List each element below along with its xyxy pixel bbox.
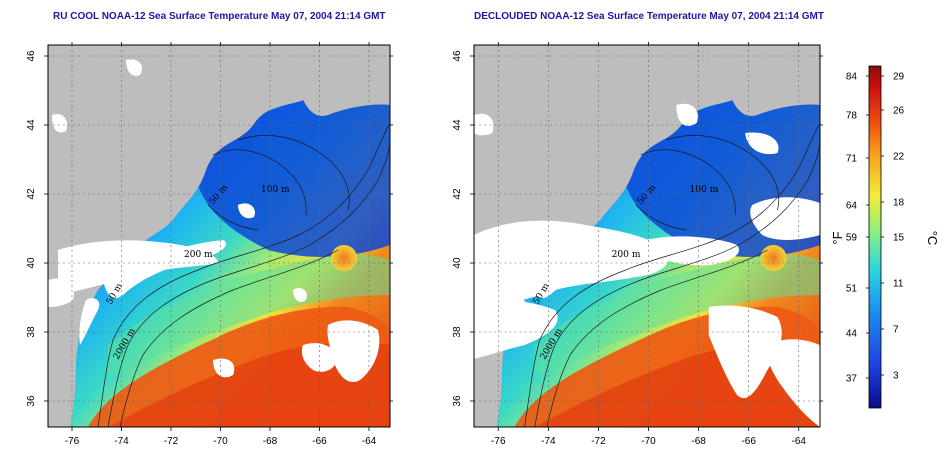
celsius-label: °C [925, 231, 940, 246]
cloud-mask [708, 305, 782, 399]
lat-tick-label: 40 [26, 257, 37, 269]
lat-tick-label: 38 [26, 326, 37, 338]
graticule [48, 45, 390, 427]
axis-ticks: -76 -74 -72 -70 -68 -66 -64 36 38 40 42 44 46 [26, 42, 393, 447]
fahrenheit-tick-label: 44 [846, 329, 858, 340]
warm-core-eddy [760, 245, 787, 271]
lat-tick-label: 44 [26, 119, 37, 131]
cloud-mask [474, 113, 494, 136]
lat-tick-label: 46 [452, 50, 463, 62]
cloud-mask [474, 299, 558, 359]
lon-tick-label: -72 [591, 436, 606, 447]
fahrenheit-tick-label: 64 [846, 201, 858, 212]
lat-tick-label: 46 [26, 50, 37, 62]
cloud-mask [474, 220, 669, 307]
contour-label: 100 m [261, 185, 290, 195]
axis-ticks: -76 -74 -72 -70 -68 -66 -64 36 38 40 42 44 46 [452, 42, 823, 447]
lon-tick-label: -66 [312, 436, 327, 447]
map-title-left: RU COOL NOAA-12 Sea Surface Temperature … [53, 11, 386, 22]
celsius-tick-label: 18 [893, 198, 905, 209]
lat-tick-label: 36 [26, 395, 37, 407]
contour-label: 200 m [184, 250, 213, 260]
lat-tick-label: 42 [452, 188, 463, 200]
fahrenheit-label: °F [830, 231, 845, 244]
lon-tick-label: -72 [164, 436, 179, 447]
cloud-mask [213, 358, 235, 378]
cloud-mask [52, 113, 68, 133]
fahrenheit-tick-label: 71 [846, 154, 858, 165]
celsius-tick-label: 3 [893, 371, 899, 382]
cloud-mask [58, 240, 218, 295]
colorbar: 84 78 71 64 59 51 44 37 29 26 22 18 15 11 7 3 °F °C [830, 65, 940, 409]
map-title-right: DECLOUDED NOAA-12 Sea Surface Temperatur… [474, 11, 824, 22]
celsius-tick-label: 22 [893, 152, 905, 163]
celsius-tick-label: 11 [893, 279, 904, 290]
cloud-mask [745, 132, 779, 155]
celsius-tick-label: 15 [893, 233, 905, 244]
fahrenheit-tick-label: 78 [846, 111, 858, 122]
cloud-mask [766, 339, 820, 427]
lon-tick-label: -70 [213, 436, 228, 447]
lat-tick-label: 36 [452, 395, 463, 407]
lat-tick-label: 40 [452, 257, 463, 269]
lat-tick-label: 38 [452, 326, 463, 338]
land-mass [48, 45, 390, 427]
celsius-tick-label: 29 [893, 72, 905, 83]
lon-tick-label: -74 [541, 436, 556, 447]
cloud-mask [126, 59, 143, 76]
celsius-tick-label: 7 [893, 325, 899, 336]
cloud-mask [327, 320, 380, 383]
cloud-mask [676, 103, 698, 126]
fahrenheit-tick-label: 51 [846, 284, 858, 295]
cloud-mask [48, 278, 74, 307]
lon-tick-label: -76 [65, 436, 80, 447]
lon-tick-label: -64 [362, 436, 377, 447]
cloud-mask [238, 203, 255, 219]
lat-tick-label: 42 [26, 188, 37, 200]
lon-tick-label: -68 [263, 436, 278, 447]
lon-tick-label: -74 [114, 436, 129, 447]
bathymetry-contours [97, 122, 390, 427]
contour-label: 200 m [612, 250, 641, 260]
cloud-mask [645, 236, 740, 266]
contour-label: 100 m [689, 185, 718, 195]
fahrenheit-tick-label: 59 [846, 233, 858, 244]
cloud-mask [301, 343, 338, 372]
map-frame [473, 44, 821, 428]
cloud-mask [293, 288, 307, 302]
bathymetry-contours [524, 122, 820, 427]
fahrenheit-tick-label: 84 [846, 72, 858, 83]
land-mass [474, 45, 820, 427]
celsius-tick-label: 26 [893, 106, 905, 117]
lon-tick-label: -64 [792, 436, 807, 447]
lat-tick-label: 44 [452, 119, 463, 131]
lon-tick-label: -70 [641, 436, 656, 447]
fahrenheit-tick-label: 37 [846, 374, 858, 385]
map-frame [47, 44, 391, 428]
lon-tick-label: -66 [741, 436, 756, 447]
lon-tick-label: -68 [691, 436, 706, 447]
warm-core-eddy [331, 245, 357, 271]
lon-tick-label: -76 [491, 436, 506, 447]
